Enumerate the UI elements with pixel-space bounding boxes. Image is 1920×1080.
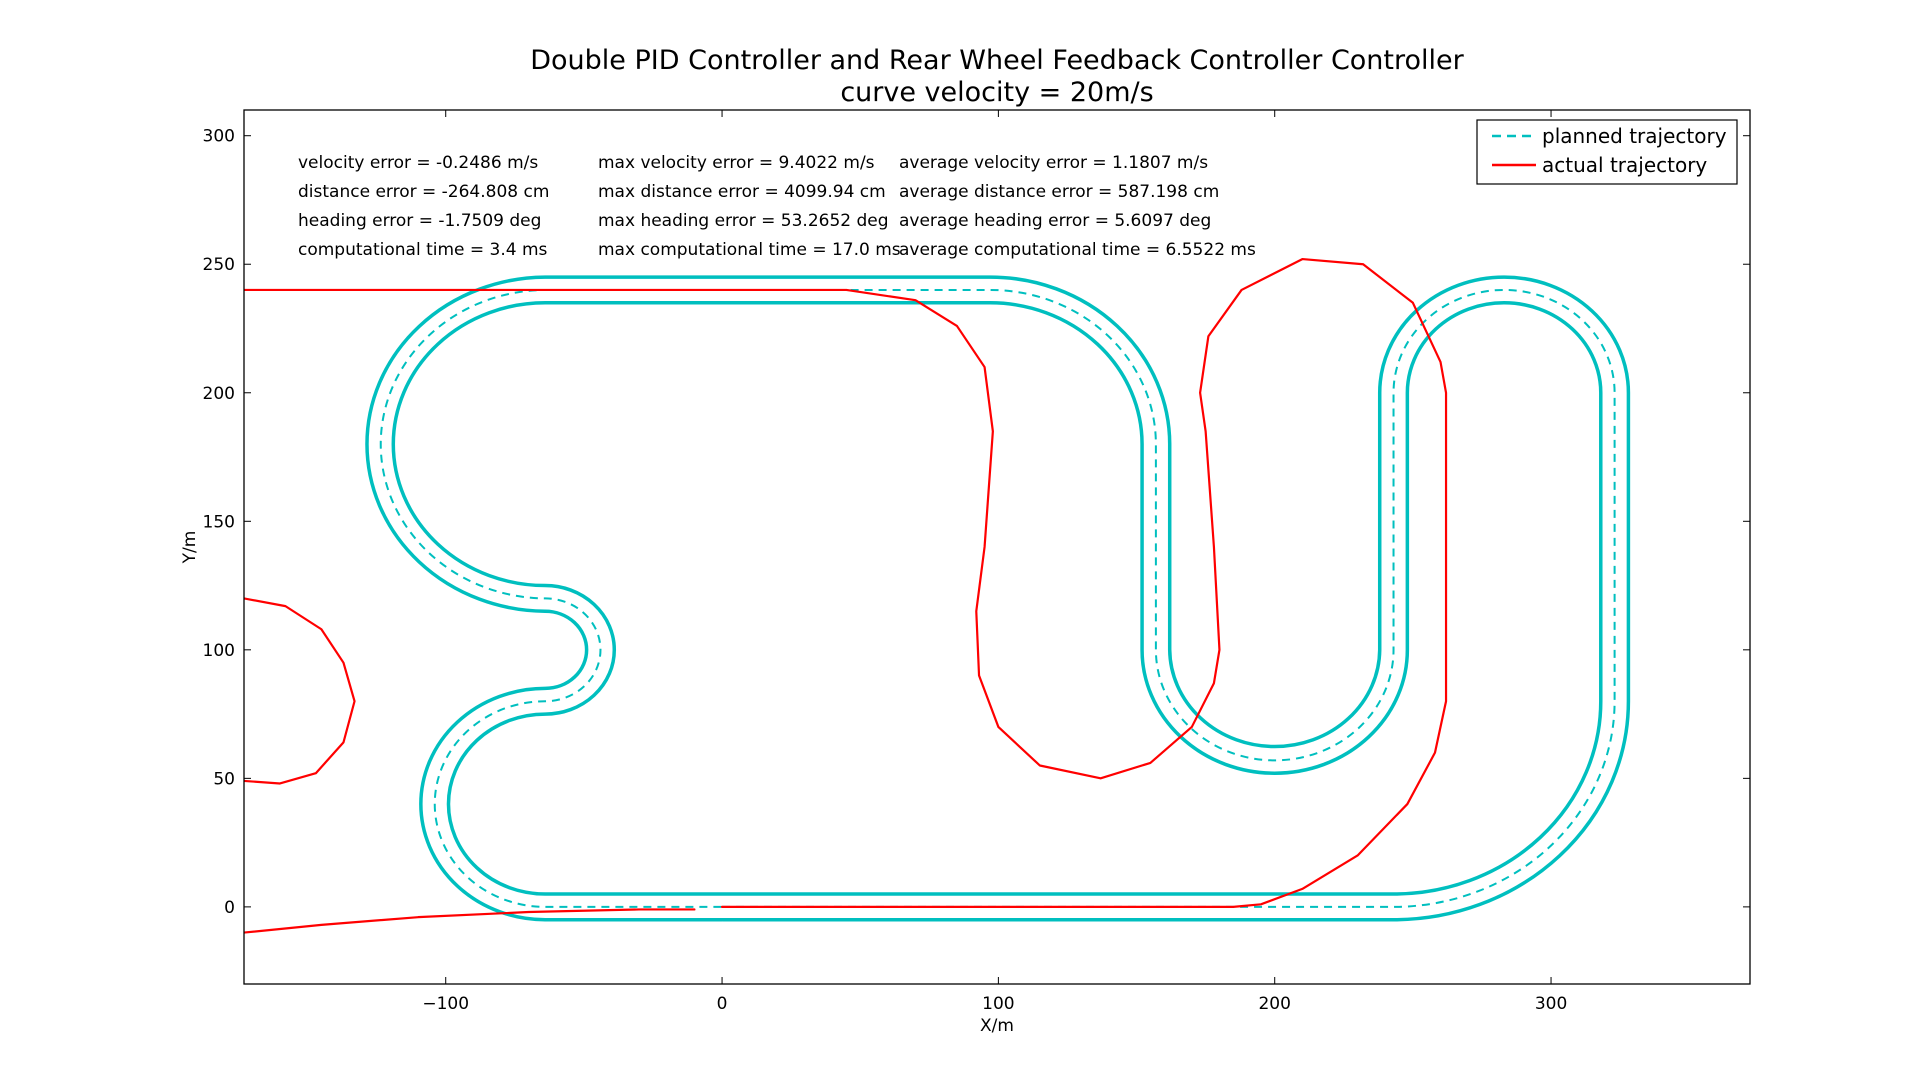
annotation-max-heading-error: max heading error = 53.2652 deg — [598, 211, 889, 231]
annotation-average-distance-error: average distance error = 587.198 cm — [899, 182, 1219, 202]
annotation-average-computational-time: average computational time = 6.5522 ms — [899, 240, 1256, 260]
x-tick-label: 0 — [717, 994, 728, 1014]
x-tick-label: 300 — [1535, 994, 1567, 1014]
annotation-average-heading-error: average heading error = 5.6097 deg — [899, 211, 1211, 231]
chart-title: Double PID Controller and Rear Wheel Fee… — [530, 45, 1464, 76]
y-tick-label: 300 — [203, 127, 235, 147]
actual-trajectory-line-3 — [244, 597, 356, 785]
annotation-max-velocity-error: max velocity error = 9.4022 m/s — [598, 153, 875, 173]
track-boundaries — [365, 275, 1631, 922]
legend-box — [1476, 119, 1738, 185]
annotation-col-3: average velocity error = 1.1807 m/s aver… — [899, 153, 1256, 260]
legend: planned trajectory actual trajectory — [1476, 119, 1738, 185]
x-tick-label: 100 — [982, 994, 1014, 1014]
annotation-distance-error: distance error = -264.808 cm — [298, 182, 549, 202]
legend-label-actual: actual trajectory — [1542, 153, 1707, 177]
annotation-col-2: max velocity error = 9.4022 m/s max dist… — [598, 153, 901, 260]
annotation-max-distance-error: max distance error = 4099.94 cm — [598, 182, 886, 202]
annotation-computational-time: computational time = 3.4 ms — [298, 240, 548, 260]
annotation-velocity-error: velocity error = -0.2486 m/s — [298, 153, 538, 173]
y-tick-label: 100 — [203, 641, 235, 661]
y-tick-label: 200 — [203, 384, 235, 404]
y-tick-label: 150 — [203, 512, 235, 532]
axes-frame — [243, 109, 1751, 985]
annotation-col-1: velocity error = -0.2486 m/s distance er… — [298, 153, 549, 260]
y-tick-label: 250 — [203, 255, 235, 275]
actual-trajectory-line-1 — [244, 257, 1448, 908]
actual-trajectory-line-2 — [244, 908, 696, 934]
legend-label-planned: planned trajectory — [1542, 124, 1727, 148]
y-tick-label: 50 — [213, 769, 235, 789]
track-boundary-outer — [365, 275, 1631, 922]
x-tick-label: −100 — [422, 994, 469, 1014]
plot-area — [244, 257, 1631, 934]
y-tick-label: 0 — [224, 898, 235, 918]
x-tick-label: 200 — [1258, 994, 1290, 1014]
annotation-average-velocity-error: average velocity error = 1.1807 m/s — [899, 153, 1208, 173]
y-axis-label: Y/m — [180, 531, 200, 565]
track-boundary-inner — [391, 301, 1603, 896]
planned-trajectory-line — [379, 288, 1616, 908]
annotation-max-computational-time: max computational time = 17.0 ms — [598, 240, 901, 260]
chart-subtitle: curve velocity = 20m/s — [840, 77, 1153, 108]
axis-ticks: −100 0 100 200 300 0 50 100 150 200 250 300 — [203, 110, 1750, 1014]
x-axis-label: X/m — [980, 1016, 1014, 1036]
annotation-heading-error: heading error = -1.7509 deg — [298, 211, 541, 231]
